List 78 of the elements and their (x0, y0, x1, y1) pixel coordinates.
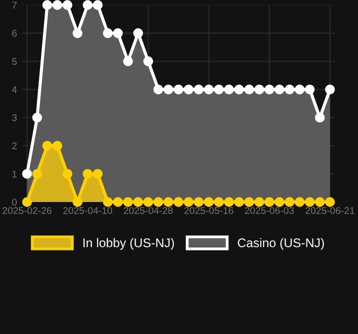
x-tick-label: 2025-02-26 (2, 207, 52, 214)
point (274, 197, 284, 207)
point (264, 197, 274, 207)
point (123, 197, 133, 207)
point (184, 84, 194, 94)
point (314, 197, 325, 207)
x-tick-label: 2025-06-03 (244, 207, 294, 214)
point (254, 197, 264, 207)
y-tick-label: 4 (12, 86, 17, 93)
point (62, 0, 72, 10)
point (204, 197, 214, 207)
y-tick-label: 7 (12, 2, 17, 9)
point (314, 112, 325, 122)
point (82, 0, 92, 10)
point (52, 140, 62, 151)
point (204, 84, 214, 94)
point (133, 197, 143, 207)
point (22, 168, 32, 179)
point (22, 197, 32, 207)
point (143, 197, 154, 207)
point (113, 28, 123, 38)
point (184, 197, 194, 207)
x-tick-label: 2025-05-16 (184, 207, 234, 214)
point (113, 197, 123, 207)
point (325, 197, 335, 207)
point (153, 197, 164, 207)
point (234, 197, 244, 207)
point (304, 84, 315, 94)
point (72, 28, 82, 38)
point (244, 84, 254, 94)
legend-label: Casino (US-NJ) (238, 238, 324, 250)
x-tick-label: 2025-04-10 (63, 207, 112, 214)
point (284, 197, 294, 207)
point (62, 168, 72, 179)
point (174, 197, 184, 207)
point (224, 197, 234, 207)
point (164, 84, 174, 94)
point (325, 84, 335, 94)
y-tick-label: 2 (12, 142, 17, 150)
point (72, 197, 82, 207)
y-tick-label: 3 (12, 114, 17, 122)
x-tick-label: 2025-06-21 (306, 207, 354, 214)
x-tick-label: 2025-04-28 (124, 207, 173, 214)
point (92, 168, 103, 179)
point (153, 84, 164, 94)
point (234, 84, 244, 94)
point (92, 0, 103, 10)
y-tick-label: 1 (12, 170, 17, 178)
point (264, 84, 274, 94)
point (102, 28, 113, 38)
y-tick-label: 0 (12, 198, 17, 206)
point (52, 0, 62, 10)
point (214, 84, 224, 94)
point (143, 56, 154, 66)
point (274, 84, 284, 94)
point (194, 84, 204, 94)
point (164, 197, 174, 207)
point (304, 197, 315, 207)
y-tick-label: 5 (12, 58, 17, 65)
legend-label: In lobby (US-NJ) (83, 238, 174, 250)
point (32, 112, 42, 122)
y-tick-label: 6 (12, 30, 17, 37)
point (102, 197, 113, 207)
point (42, 0, 52, 10)
point (123, 56, 133, 66)
point (32, 168, 42, 179)
point (194, 197, 204, 207)
point (284, 84, 294, 94)
point (294, 197, 305, 207)
point (42, 140, 52, 151)
point (214, 197, 224, 207)
point (82, 168, 92, 179)
point (133, 28, 143, 38)
point (174, 84, 184, 94)
point (244, 197, 254, 207)
point (294, 84, 305, 94)
point (224, 84, 234, 94)
point (254, 84, 264, 94)
